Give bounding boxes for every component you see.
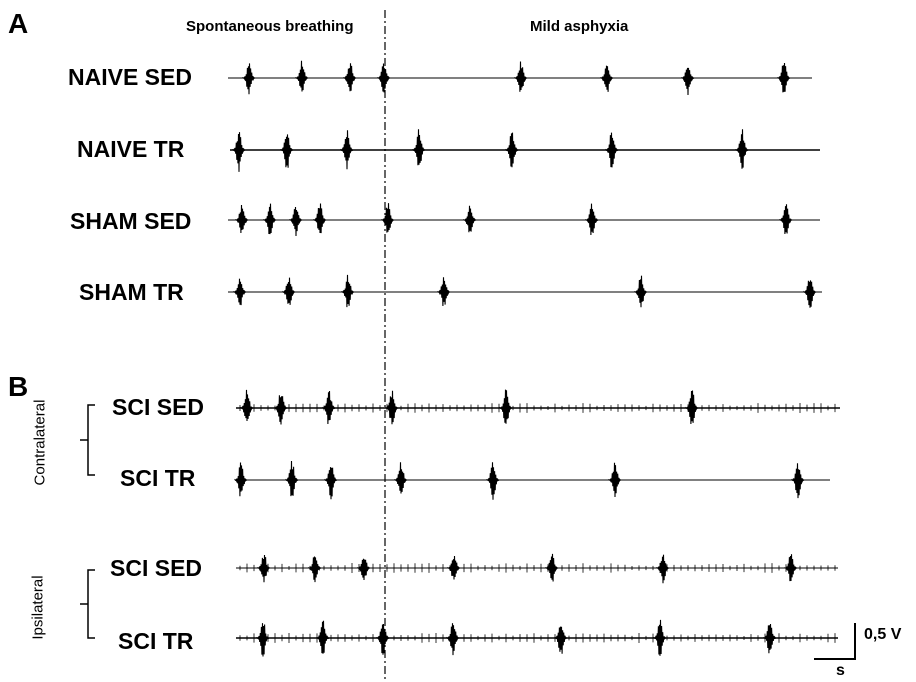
- trace-label-sci-sed-contra: SCI SED: [112, 394, 205, 420]
- emg-burst: [282, 277, 296, 305]
- panel-a-letter: A: [8, 8, 29, 39]
- emg-burst: [777, 62, 791, 93]
- emg-burst: [505, 132, 519, 168]
- emg-burst: [554, 626, 568, 654]
- trace-label-sci-tr-contra: SCI TR: [120, 465, 196, 491]
- emg-burst: [343, 63, 357, 92]
- emg-burst: [803, 280, 817, 308]
- emg-burst: [341, 274, 355, 308]
- trace-label-sham-sed: SHAM SED: [70, 208, 192, 234]
- trace-label-sci-tr-ipsi: SCI TR: [118, 628, 194, 654]
- emg-burst: [385, 390, 399, 425]
- trace-noise: [239, 563, 836, 573]
- emg-trace: [228, 203, 820, 237]
- phase-asphyxia-label: Mild asphyxia: [530, 18, 629, 35]
- emg-burst: [289, 206, 303, 237]
- emg-trace: [228, 60, 812, 96]
- emg-burst: [605, 132, 619, 168]
- emg-burst: [285, 460, 299, 497]
- emg-burst: [316, 620, 330, 654]
- emg-burst: [233, 278, 247, 306]
- emg-burst: [274, 395, 288, 425]
- emg-burst: [232, 132, 246, 172]
- panel-b-letter: B: [8, 371, 29, 402]
- emg-burst: [256, 623, 270, 657]
- emg-burst: [779, 204, 793, 235]
- emg-burst: [634, 275, 648, 308]
- emg-burst: [324, 467, 338, 500]
- trace-label-naive-sed: NAIVE SED: [68, 64, 192, 90]
- emg-burst: [447, 555, 461, 580]
- emg-burst: [608, 462, 622, 498]
- emg-burst: [656, 554, 670, 584]
- emg-burst: [681, 67, 695, 96]
- emg-burst: [322, 390, 336, 425]
- trace-label-sham-tr: SHAM TR: [79, 279, 184, 305]
- trace-label-sci-sed-ipsi: SCI SED: [110, 555, 203, 581]
- emg-burst: [499, 389, 513, 424]
- emg-burst: [376, 623, 390, 655]
- emg-burst: [394, 462, 408, 494]
- emg-burst: [784, 554, 798, 582]
- time-scale-label: s: [836, 662, 845, 679]
- emg-burst: [463, 205, 477, 233]
- emg-burst: [486, 462, 500, 500]
- emg-burst: [600, 65, 614, 92]
- emg-burst: [437, 277, 451, 307]
- emg-burst: [412, 129, 426, 166]
- emg-burst: [763, 623, 777, 654]
- emg-burst: [585, 203, 599, 236]
- emg-burst: [240, 389, 254, 422]
- emg-burst: [381, 203, 395, 233]
- emg-trace: [234, 460, 830, 500]
- contralateral-bracket: [87, 404, 95, 476]
- scale-bar: [814, 623, 856, 660]
- emg-burst: [313, 203, 327, 234]
- emg-burst: [263, 203, 277, 235]
- emg-burst: [234, 462, 248, 497]
- emg-burst: [308, 556, 322, 583]
- emg-burst: [514, 61, 528, 92]
- voltage-scale-label: 0,5 V: [864, 626, 902, 643]
- phase-spontaneous-label: Spontaneous breathing: [186, 18, 354, 35]
- emg-burst: [735, 129, 749, 169]
- emg-burst: [446, 623, 460, 656]
- emg-burst: [357, 558, 371, 581]
- emg-burst: [235, 204, 249, 234]
- emg-burst: [685, 390, 699, 425]
- emg-burst: [280, 134, 294, 168]
- emg-trace: [230, 129, 820, 172]
- emg-burst: [242, 63, 256, 95]
- emg-trace: [236, 619, 838, 657]
- emg-burst: [257, 554, 271, 583]
- emg-trace: [228, 274, 822, 308]
- emg-trace: [236, 553, 838, 584]
- emg-burst: [653, 619, 667, 656]
- emg-burst: [295, 60, 309, 92]
- trace-label-naive-tr: NAIVE TR: [77, 136, 185, 162]
- ipsilateral-bracket: [87, 569, 95, 639]
- emg-trace: [236, 389, 840, 425]
- emg-burst: [340, 130, 354, 170]
- emg-burst: [545, 553, 559, 582]
- emg-burst: [377, 63, 391, 93]
- emg-burst: [791, 463, 805, 499]
